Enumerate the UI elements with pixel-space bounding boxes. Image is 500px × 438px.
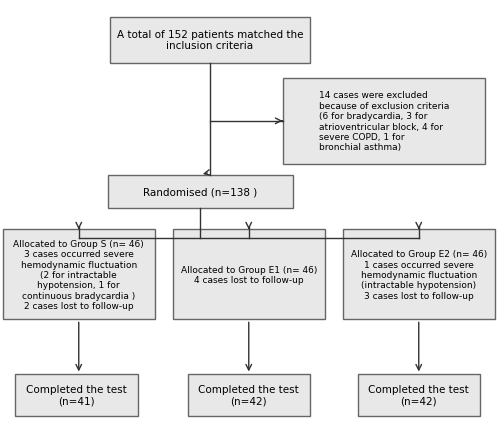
FancyBboxPatch shape	[282, 79, 485, 164]
FancyBboxPatch shape	[2, 230, 155, 320]
Text: Completed the test
(n=41): Completed the test (n=41)	[26, 385, 126, 406]
FancyBboxPatch shape	[188, 374, 310, 416]
FancyBboxPatch shape	[342, 230, 495, 320]
Text: Allocated to Group E1 (n= 46)
4 cases lost to follow-up: Allocated to Group E1 (n= 46) 4 cases lo…	[180, 265, 317, 285]
Text: Completed the test
(n=42): Completed the test (n=42)	[198, 385, 299, 406]
FancyBboxPatch shape	[108, 175, 292, 208]
FancyBboxPatch shape	[358, 374, 480, 416]
Text: Allocated to Group S (n= 46)
3 cases occurred severe
hemodynamic fluctuation
(2 : Allocated to Group S (n= 46) 3 cases occ…	[14, 239, 144, 311]
FancyBboxPatch shape	[172, 230, 325, 320]
Text: Completed the test
(n=42): Completed the test (n=42)	[368, 385, 469, 406]
Text: Randomised (n=138 ): Randomised (n=138 )	[143, 187, 257, 197]
Text: 14 cases were excluded
because of exclusion criteria
(6 for bradycardia, 3 for
a: 14 cases were excluded because of exclus…	[318, 91, 449, 152]
Text: Allocated to Group E2 (n= 46)
1 cases occurred severe
hemodynamic fluctuation
(i: Allocated to Group E2 (n= 46) 1 cases oc…	[350, 250, 487, 300]
FancyBboxPatch shape	[110, 18, 310, 64]
FancyBboxPatch shape	[15, 374, 138, 416]
Text: A total of 152 patients matched the
inclusion criteria: A total of 152 patients matched the incl…	[117, 30, 303, 51]
